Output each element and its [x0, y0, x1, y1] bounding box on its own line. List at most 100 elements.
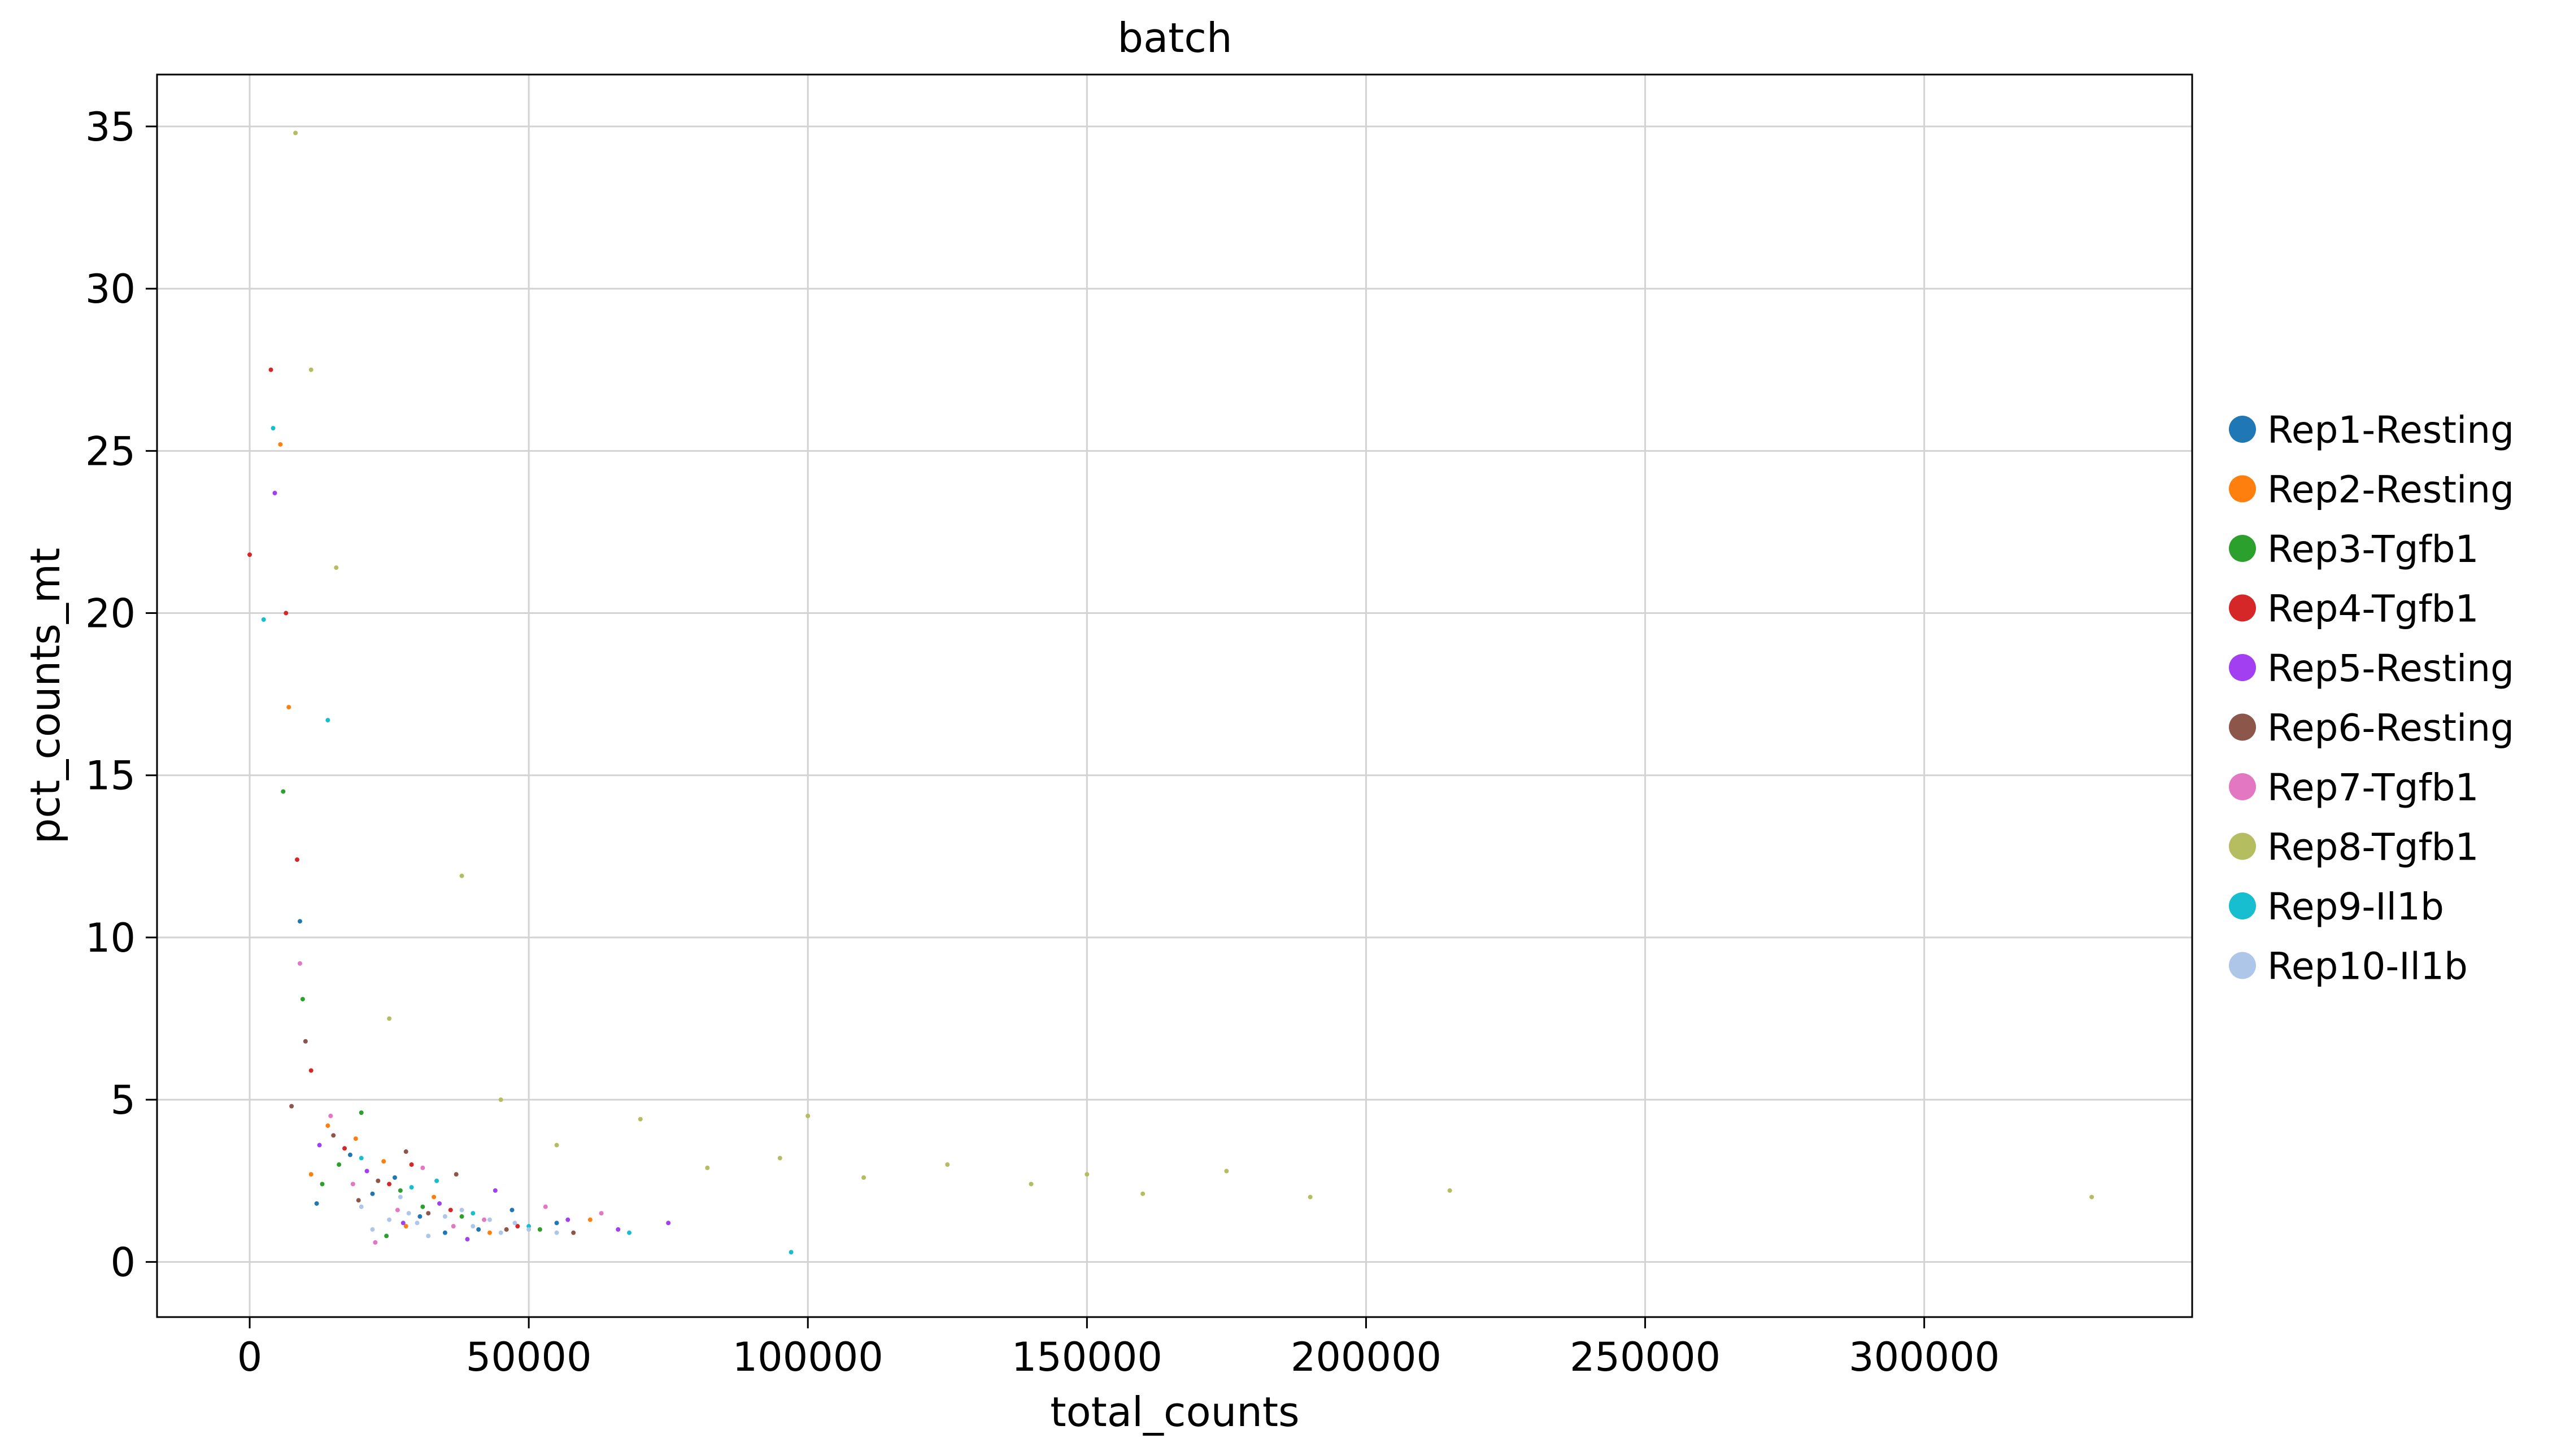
- point-rep7-tgfb1-6: [543, 1204, 548, 1209]
- legend-label-rep3-tgfb1: Rep3-Tgfb1: [2267, 528, 2479, 571]
- point-rep5-resting-9: [400, 1220, 406, 1226]
- point-rep3-tgfb1-4: [359, 1110, 364, 1115]
- point-rep7-tgfb1-9: [451, 1224, 456, 1229]
- point-rep4-tgfb1-0: [268, 367, 273, 372]
- y-tick-label-7: 35: [85, 104, 136, 150]
- x-tick-label-2: 100000: [733, 1334, 883, 1380]
- point-rep8-tgfb1-3: [459, 873, 464, 878]
- legend-marker-rep4-tgfb1: [2229, 594, 2256, 622]
- legend-marker-rep8-tgfb1: [2229, 832, 2256, 860]
- point-rep7-tgfb1-2: [482, 1217, 487, 1222]
- legend-label-rep2-resting: Rep2-Resting: [2267, 468, 2514, 512]
- point-rep1-resting-2: [476, 1227, 481, 1232]
- point-rep2-resting-6: [403, 1224, 408, 1229]
- point-rep10-il1b-5: [498, 1230, 503, 1235]
- y-axis-label: pct_counts_mt: [21, 548, 69, 844]
- legend-label-rep6-resting: Rep6-Resting: [2267, 707, 2514, 750]
- point-rep6-resting-2: [426, 1211, 431, 1216]
- legend-marker-rep9-il1b: [2229, 892, 2256, 919]
- point-rep5-resting-4: [616, 1227, 621, 1232]
- point-rep4-tgfb1-6: [515, 1224, 520, 1229]
- point-rep8-tgfb1-15: [387, 1016, 392, 1021]
- x-axis-ticks: 0 50000 100000 150000 200000 250000 300000: [237, 1317, 2000, 1380]
- legend: Rep1-Resting Rep2-Resting Rep3-Tgfb1 Rep4-T…: [2229, 408, 2514, 988]
- x-tick-label-6: 300000: [1849, 1334, 2000, 1380]
- point-rep5-resting-5: [666, 1220, 671, 1226]
- y-axis-ticks: 0 5 10 15 20 25 30 35: [85, 104, 157, 1285]
- point-rep10-il1b-12: [554, 1230, 559, 1235]
- y-tick-label-3: 15: [85, 753, 136, 799]
- legend-marker-rep2-resting: [2229, 475, 2256, 503]
- point-rep2-resting-3: [278, 442, 283, 447]
- y-tick-label-1: 5: [110, 1077, 136, 1123]
- point-rep3-tgfb1-3: [281, 789, 286, 794]
- legend-marker-rep10-il1b: [2229, 952, 2256, 979]
- point-rep5-resting-6: [317, 1143, 322, 1148]
- point-rep9-il1b-5: [471, 1211, 476, 1216]
- point-rep8-tgfb1-16: [554, 1143, 559, 1148]
- point-rep10-il1b-8: [426, 1233, 431, 1239]
- point-rep5-resting-8: [465, 1237, 470, 1242]
- point-rep3-tgfb1-0: [337, 1162, 342, 1167]
- point-rep6-resting-4: [303, 1039, 308, 1044]
- point-rep6-resting-6: [571, 1230, 576, 1235]
- x-tick-label-1: 50000: [466, 1334, 592, 1380]
- legend-marker-rep7-tgfb1: [2229, 773, 2256, 800]
- point-rep1-resting-3: [347, 1152, 352, 1157]
- legend-marker-rep6-resting: [2229, 713, 2256, 741]
- point-rep8-tgfb1-14: [2089, 1195, 2094, 1200]
- legend-label-rep8-tgfb1: Rep8-Tgfb1: [2267, 826, 2479, 869]
- point-rep3-tgfb1-6: [537, 1227, 542, 1232]
- point-rep9-il1b-1: [261, 617, 266, 622]
- legend-label-rep5-resting: Rep5-Resting: [2267, 647, 2514, 690]
- point-rep6-resting-7: [403, 1149, 408, 1154]
- point-rep1-resting-8: [442, 1230, 447, 1235]
- point-rep7-tgfb1-1: [395, 1207, 400, 1213]
- point-rep6-resting-5: [356, 1198, 361, 1203]
- point-rep9-il1b-7: [627, 1230, 632, 1235]
- point-rep4-tgfb1-9: [409, 1162, 414, 1167]
- legend-label-rep4-tgfb1: Rep4-Tgfb1: [2267, 587, 2479, 631]
- point-rep10-il1b-2: [415, 1220, 420, 1226]
- point-rep9-il1b-6: [526, 1224, 532, 1229]
- point-rep8-tgfb1-11: [1224, 1169, 1229, 1174]
- point-rep4-tgfb1-8: [295, 857, 300, 862]
- point-rep9-il1b-2: [325, 718, 330, 723]
- point-rep8-tgfb1-2: [334, 565, 339, 570]
- point-rep1-resting-1: [417, 1214, 423, 1219]
- point-rep7-tgfb1-4: [420, 1165, 425, 1170]
- point-rep10-il1b-14: [512, 1220, 517, 1226]
- point-rep8-tgfb1-18: [805, 1113, 811, 1118]
- point-rep10-il1b-0: [359, 1204, 364, 1209]
- point-rep5-resting-0: [272, 490, 277, 495]
- legend-marker-rep3-tgfb1: [2229, 535, 2256, 562]
- point-rep8-tgfb1-7: [861, 1175, 866, 1180]
- point-rep10-il1b-3: [442, 1214, 447, 1219]
- legend-label-rep10-il1b: Rep10-Il1b: [2267, 945, 2468, 988]
- grid-lines: [157, 75, 2192, 1317]
- point-rep4-tgfb1-2: [247, 552, 252, 557]
- point-rep4-tgfb1-7: [308, 1068, 313, 1073]
- point-rep3-tgfb1-8: [320, 1182, 325, 1187]
- point-rep5-resting-7: [493, 1188, 498, 1193]
- point-rep8-tgfb1-9: [1029, 1182, 1034, 1187]
- point-rep5-resting-2: [437, 1201, 442, 1206]
- legend-label-rep1-resting: Rep1-Resting: [2267, 408, 2514, 452]
- y-tick-label-0: 0: [110, 1239, 136, 1285]
- point-rep1-resting-5: [297, 919, 302, 924]
- point-rep10-il1b-7: [398, 1195, 403, 1200]
- point-rep4-tgfb1-5: [448, 1207, 453, 1213]
- point-rep10-il1b-4: [471, 1224, 476, 1229]
- point-rep7-tgfb1-7: [373, 1240, 378, 1245]
- point-rep3-tgfb1-9: [384, 1233, 389, 1239]
- y-tick-label-6: 30: [85, 266, 136, 312]
- point-rep10-il1b-6: [526, 1227, 532, 1232]
- point-rep8-tgfb1-6: [777, 1156, 782, 1161]
- point-rep3-tgfb1-2: [459, 1214, 464, 1219]
- scatter-points: [247, 130, 2094, 1255]
- point-rep2-resting-0: [325, 1123, 330, 1128]
- point-rep2-resting-4: [286, 705, 291, 710]
- x-tick-label-4: 200000: [1291, 1334, 1441, 1380]
- point-rep2-resting-9: [308, 1172, 313, 1177]
